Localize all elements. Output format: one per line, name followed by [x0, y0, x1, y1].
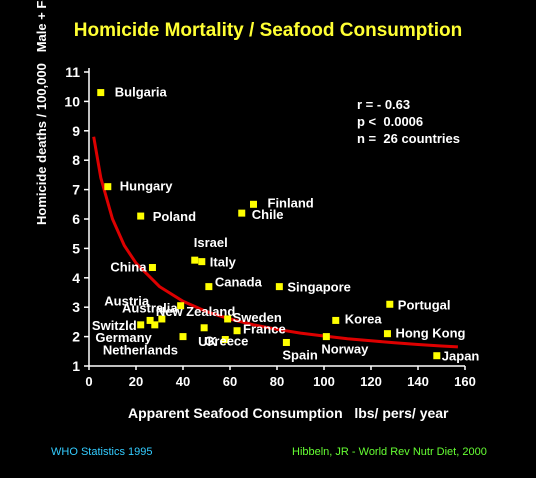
point-label: Germany [95, 330, 152, 345]
data-point [151, 321, 159, 329]
x-tick-label: 0 [85, 374, 92, 389]
point-label: France [243, 322, 286, 337]
point-label: Switzld [92, 318, 137, 333]
point-label: Sweden [233, 310, 282, 325]
data-point [233, 327, 241, 335]
data-point [158, 315, 166, 323]
point-label: Greece [204, 334, 248, 349]
point-label: Austria [104, 293, 150, 308]
data-point [104, 183, 112, 191]
point-label: Israel [194, 235, 228, 250]
data-point [250, 200, 257, 208]
y-tick-label: 5 [72, 240, 80, 256]
x-tick-label: 40 [176, 374, 190, 389]
trend-line [92, 136, 458, 349]
stats-box: r = - 0.63 p < 0.0006 n = 26 countries [357, 96, 460, 147]
y-tick-label: 11 [65, 64, 80, 80]
y-tick-label: 2 [72, 329, 80, 345]
y-tick-label: 6 [72, 211, 80, 227]
y-tick-label: 10 [64, 93, 80, 109]
point-label: UK [198, 334, 217, 349]
data-point [221, 336, 229, 344]
data-point [224, 315, 232, 323]
stat-r: r = - 0.63 [357, 97, 411, 112]
point-label: Australia [122, 301, 178, 316]
y-tick-label: 1 [72, 358, 80, 374]
data-point [282, 338, 290, 346]
data-point [177, 302, 185, 310]
point-label: Poland [153, 209, 196, 224]
x-tick-label: 160 [454, 374, 476, 389]
data-point [179, 333, 187, 341]
point-label: Bulgaria [115, 85, 168, 100]
data-point [205, 283, 213, 291]
data-point [386, 300, 394, 308]
point-label: Korea [345, 311, 383, 326]
y-tick-label: 8 [72, 152, 80, 168]
point-label: Netherlands [103, 343, 178, 358]
point-label: Hong Kong [395, 326, 465, 341]
data-point [200, 324, 208, 332]
y-axis-label: Homicide deaths / 100,000 Male + Female [34, 0, 49, 225]
point-label: Singapore [287, 280, 351, 295]
point-label: China [110, 260, 147, 275]
data-point [146, 316, 154, 324]
point-label: Japan [442, 349, 480, 364]
data-point [332, 316, 340, 324]
point-label: Chile [252, 207, 284, 222]
point-label: Portugal [398, 297, 451, 312]
point-label: Italy [210, 255, 237, 270]
point-label: New Zealand [156, 304, 236, 319]
x-axis-label: Apparent Seafood Consumption lbs/ pers/ … [128, 405, 449, 421]
x-tick-label: 20 [129, 374, 143, 389]
source-credit: WHO Statistics 1995 [51, 446, 153, 458]
y-tick-label: 7 [72, 182, 80, 198]
y-tick-label: 9 [72, 123, 80, 139]
point-label: Hungary [120, 179, 174, 194]
y-tick-label: 4 [72, 270, 80, 286]
citation-credit: Hibbeln, JR - World Rev Nutr Diet, 2000 [292, 446, 487, 458]
point-label: Norway [321, 342, 369, 357]
data-point [433, 352, 441, 360]
point-label: Canada [215, 275, 263, 290]
x-tick-label: 120 [360, 374, 382, 389]
data-point [137, 321, 145, 329]
point-label: Finland [268, 195, 314, 210]
data-point [148, 264, 156, 272]
data-point [191, 256, 199, 264]
data-point [97, 89, 105, 97]
point-label: Spain [282, 347, 317, 362]
y-tick-label: 3 [72, 299, 80, 315]
data-point [383, 330, 391, 338]
x-tick-label: 60 [223, 374, 237, 389]
data-point [238, 209, 246, 217]
data-point [322, 333, 330, 341]
data-point [275, 283, 283, 291]
x-tick-label: 140 [407, 374, 429, 389]
stat-n: n = 26 countries [357, 131, 460, 146]
chart-title: Homicide Mortality / Seafood Consumption [73, 20, 463, 41]
stat-p: p < 0.0006 [357, 114, 424, 129]
data-point [137, 212, 145, 220]
x-tick-label: 100 [313, 374, 335, 389]
data-point [198, 258, 206, 266]
x-tick-label: 80 [270, 374, 284, 389]
